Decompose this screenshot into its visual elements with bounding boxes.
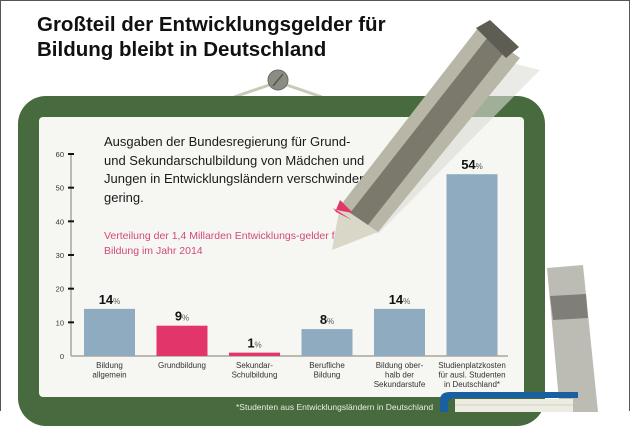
category-label: Sekundarstufe: [374, 380, 426, 389]
bar: [374, 308, 425, 356]
y-tick-label: 60: [56, 150, 64, 159]
category-label: Bildung ober-: [376, 361, 424, 370]
category-label: Bildung: [314, 371, 341, 380]
y-axis: 0 10 20 30 40 50 60: [56, 150, 508, 361]
title-line-2: Bildung bleibt in Deutschland: [37, 38, 327, 61]
y-tick-label: 30: [56, 251, 64, 260]
bar-value-label: 1%: [247, 336, 261, 351]
book-icon: [547, 265, 598, 412]
bar: [84, 308, 135, 356]
page-title: Großteil der Entwicklungsgelder für Bild…: [37, 12, 386, 62]
y-tick-label: 10: [56, 318, 64, 327]
hanger-icon: [233, 69, 323, 99]
y-tick-label: 40: [56, 217, 64, 226]
bar: [446, 174, 498, 356]
category-label: für ausl. Studenten: [438, 371, 505, 380]
bars: 14% 9% 1% 8% 14% 54%: [84, 157, 498, 356]
bar: [156, 325, 208, 356]
category-label: Grundbildung: [158, 361, 206, 370]
footnote: *Studenten aus Entwicklungsländern in De…: [236, 402, 434, 412]
y-tick-label: 20: [56, 285, 64, 294]
decoration-layer: [233, 69, 598, 412]
intro-text: Ausgaben der Bundesregierung für Grund- …: [104, 134, 374, 205]
bar-value-label: 14%: [389, 292, 411, 307]
chart-subtitle: Verteilung der 1,4 Millarden Entwicklung…: [104, 230, 344, 257]
y-tick-label: 0: [60, 352, 64, 361]
category-label: Studienplatzkosten: [438, 361, 506, 370]
category-label: in Deutschland*: [444, 380, 500, 389]
category-label: allgemein: [92, 371, 126, 380]
title-line-1: Großteil der Entwicklungsgelder für: [37, 13, 386, 36]
category-label: halb der: [385, 371, 414, 380]
bar-value-label: 8%: [320, 312, 334, 327]
category-label: Bildung: [96, 361, 123, 370]
y-tick-label: 50: [56, 184, 64, 193]
bar-value-label: 9%: [175, 309, 189, 324]
bar: [301, 329, 353, 356]
bar-value-label: 54%: [461, 157, 483, 172]
bar-value-label: 14%: [99, 292, 121, 307]
bar: [229, 352, 280, 356]
category-label: Sekundar-: [236, 361, 273, 370]
category-label: Berufliche: [309, 361, 345, 370]
category-label: Schulbildung: [232, 371, 278, 380]
